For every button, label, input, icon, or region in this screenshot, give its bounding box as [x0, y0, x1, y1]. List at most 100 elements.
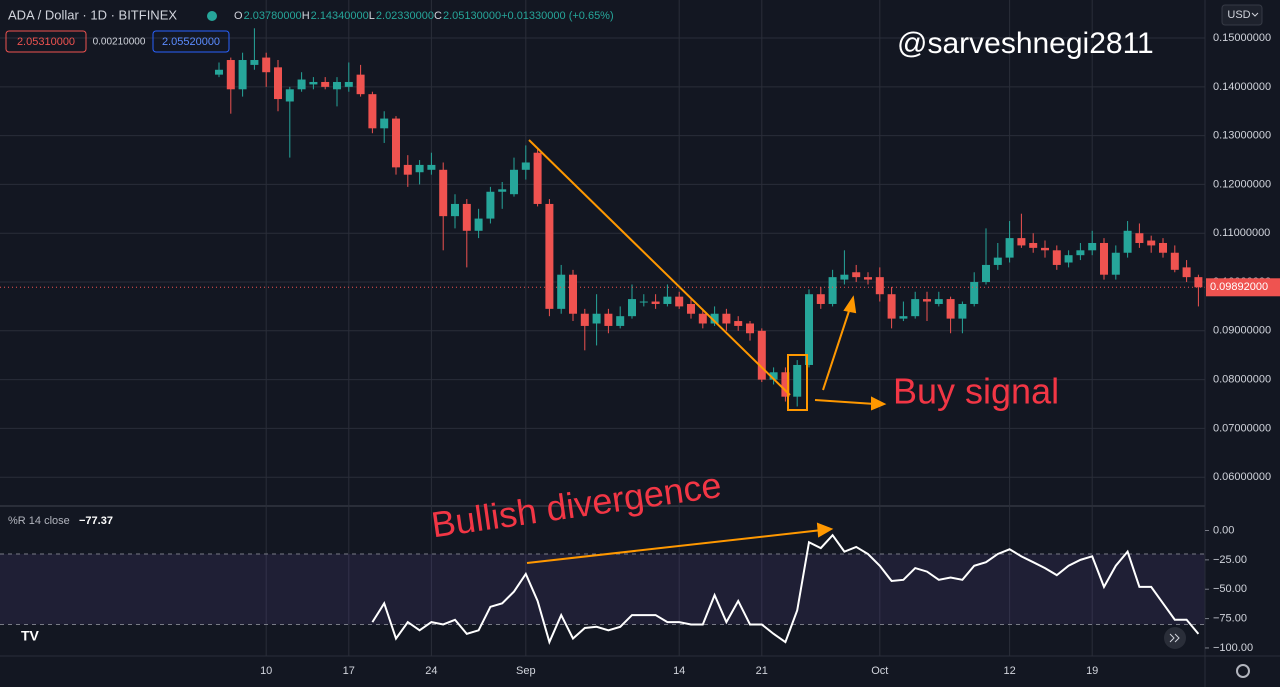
candle-body [415, 164, 424, 173]
candle-body [545, 203, 554, 309]
candle-body [1194, 277, 1203, 288]
x-tick-label: 24 [425, 665, 437, 677]
candle-body [451, 203, 459, 217]
legend-key: L [369, 10, 375, 22]
indicator-name: %R 14 close [8, 515, 70, 527]
candle-body [1029, 242, 1038, 248]
x-tick-label: Sep [516, 665, 536, 677]
candle-body [722, 313, 731, 324]
currency: USD [1227, 9, 1250, 21]
candle-body [663, 296, 672, 304]
candle-body [1100, 242, 1108, 275]
legend-value: 2.02330000 [376, 10, 434, 22]
candle-body [250, 60, 259, 65]
candle-body [899, 316, 908, 319]
indicator-tick-label: −25.00 [1213, 554, 1247, 566]
candle-body [439, 169, 448, 217]
candle-body [285, 89, 294, 102]
candle-body [864, 277, 872, 280]
candle-body [403, 164, 412, 175]
y-tick-label: 0.13000000 [1213, 130, 1271, 142]
candle-body [840, 274, 849, 280]
last-price-label: 0.09892000 [1210, 281, 1268, 293]
x-tick-label: 17 [343, 665, 355, 677]
candle-body [309, 81, 318, 85]
candle-body [238, 60, 247, 90]
candle-body [474, 218, 483, 231]
candle-body [368, 94, 377, 129]
candle-body [427, 164, 436, 170]
logo[interactable]: TV [21, 628, 40, 644]
candle-body [1088, 242, 1097, 251]
candle-body [805, 294, 813, 365]
dropdown-arrow [1251, 12, 1259, 17]
candle-body [816, 294, 825, 304]
indicator-tick-label: 0.00 [1213, 524, 1234, 536]
candle-body [1135, 233, 1144, 243]
candle-body [852, 272, 861, 278]
right-arrow [814, 399, 876, 405]
candle-body [356, 74, 365, 95]
status-dot [207, 11, 217, 21]
divergence-line [526, 529, 823, 564]
candle-body [1017, 238, 1026, 246]
candle-body [592, 313, 601, 324]
candle-body [215, 69, 223, 75]
last-price-box [1206, 278, 1280, 297]
scroll-icon [1169, 633, 1180, 643]
legend-change: +0.01330000 (+0.65%) [501, 10, 614, 22]
candle-body [392, 118, 400, 168]
candle-body [757, 330, 766, 380]
bid: 2.05310000 [17, 36, 75, 48]
candle-body [1147, 240, 1156, 246]
plot [0, 28, 1205, 646]
candle-body [639, 301, 648, 303]
candle-body [628, 299, 636, 317]
bid-box[interactable] [5, 30, 87, 53]
legend-key: H [302, 10, 310, 22]
y-tick-label: 0.06000000 [1213, 471, 1271, 483]
candle-body [934, 299, 943, 304]
candle-body [1170, 252, 1179, 270]
candle-body [946, 299, 955, 319]
candle-body [486, 191, 495, 219]
arrow-head [871, 396, 887, 411]
buy-signal-label: Buy signal [893, 371, 1059, 412]
grid [0, 0, 1205, 656]
ohlc-legend: O2.03780000H2.14340000L2.02330000C2.0513… [234, 10, 614, 22]
candle-body [510, 169, 518, 195]
x-tick-label: 10 [260, 665, 272, 677]
indicator-line [371, 533, 1200, 646]
y-tick-label: 0.07000000 [1213, 422, 1271, 434]
settings-button[interactable] [1236, 664, 1250, 678]
x-tick-label: 14 [673, 665, 685, 677]
candle-body [1064, 255, 1073, 263]
annotations [526, 139, 887, 564]
symbol: ADA / Dollar · 1D · BITFINEX [8, 7, 177, 22]
y-tick-label: 0.09000000 [1213, 325, 1271, 337]
x-tick-label: 21 [756, 665, 768, 677]
ask: 2.05520000 [162, 36, 220, 48]
x-tick-label: Oct [871, 665, 888, 677]
candle-body [1111, 252, 1120, 275]
legend-value: 2.14340000 [311, 10, 369, 22]
legend-value: 2.05130000 [443, 10, 501, 22]
ask-box[interactable] [152, 30, 230, 53]
level-band [0, 553, 1205, 625]
y-tick-label: 0.08000000 [1213, 374, 1271, 386]
y-tick-label: 0.12000000 [1213, 178, 1271, 190]
scroll-button[interactable] [1164, 627, 1186, 649]
candle-body [616, 316, 625, 326]
indicator-last: −77.37 [79, 515, 113, 527]
candle-body [875, 277, 884, 295]
watermark: @sarveshnegi2811 [897, 27, 1154, 60]
currency-button[interactable] [1221, 4, 1263, 26]
candle-body [498, 189, 507, 192]
candle-body [344, 81, 353, 87]
candle-body [982, 264, 990, 283]
candle-body [887, 294, 896, 319]
candle-body [1005, 238, 1014, 258]
candle-body [262, 57, 271, 73]
indicator-tick-label: −75.00 [1213, 612, 1247, 624]
candle-body [675, 296, 684, 307]
